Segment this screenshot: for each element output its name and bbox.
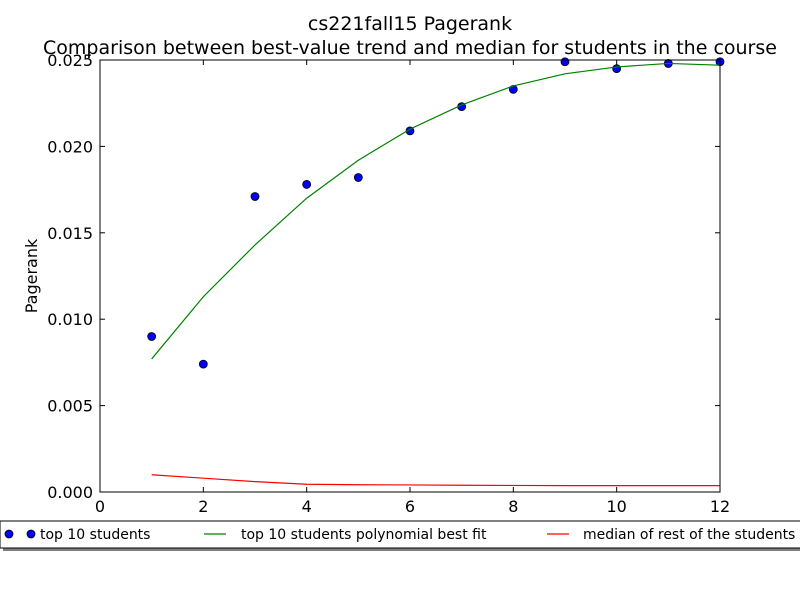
- data-point: [198, 359, 208, 369]
- legend-marker-swatch: [26, 529, 36, 539]
- data-point: [147, 332, 157, 341]
- x-tick-label: 6: [405, 497, 415, 516]
- x-tick-label: 0: [95, 497, 105, 516]
- data-point: [302, 180, 312, 189]
- series-line-2: [151, 474, 720, 487]
- data-point: [250, 192, 260, 201]
- plot-frame: [99, 59, 721, 493]
- legend-label: median of rest of the students: [583, 527, 795, 543]
- x-tick-label: 12: [710, 497, 730, 516]
- legend-box: [0, 520, 800, 549]
- legend: top 10 students top 10 students polynomia…: [0, 520, 800, 551]
- y-tick-label: 0.005: [47, 397, 93, 416]
- plot-marks: [147, 57, 725, 487]
- x-tick-label: 8: [508, 497, 518, 516]
- data-point: [353, 173, 363, 182]
- data-point: [612, 64, 622, 74]
- chart-title: cs221fall15 Pagerank: [308, 13, 512, 35]
- y-tick-label: 0.015: [47, 224, 93, 243]
- legend-label: top 10 students polynomial best fit: [241, 527, 487, 543]
- y-tick-label: 0.000: [47, 483, 93, 502]
- y-tick-label: 0.020: [47, 137, 93, 156]
- legend-label: top 10 students: [40, 527, 150, 543]
- axis-ticks: 0 2 4 6 8 10 12 0.000 0.005 0.010 0.015 0.020 0.025: [47, 51, 730, 516]
- data-point: [560, 57, 570, 67]
- y-tick-label: 0.010: [47, 310, 93, 329]
- y-tick-label: 0.025: [47, 51, 93, 70]
- legend-marker-swatch: [4, 529, 14, 539]
- series-line-1: [151, 62, 721, 360]
- x-tick-label: 4: [302, 497, 312, 516]
- y-axis-label: Pagerank: [22, 238, 41, 313]
- x-tick-label: 2: [198, 497, 208, 516]
- chart-subtitle: Comparison between best-value trend and …: [43, 37, 777, 59]
- x-tick-label: 10: [606, 497, 626, 516]
